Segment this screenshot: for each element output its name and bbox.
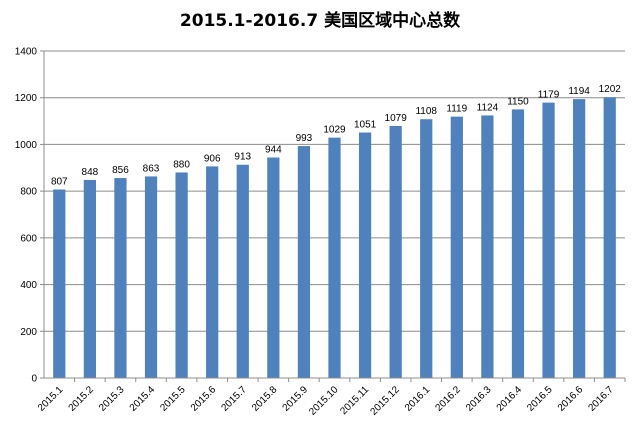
data-label: 863: [143, 163, 160, 174]
data-label: 906: [204, 153, 221, 164]
x-tick-label: 2016.5: [525, 384, 555, 414]
bar: [114, 178, 127, 378]
x-tick-label: 2015.7: [219, 384, 249, 414]
y-tick-label: 0: [31, 374, 37, 385]
x-tick-label: 2015.3: [97, 384, 127, 414]
data-label: 1150: [507, 96, 529, 107]
bar: [481, 115, 494, 379]
x-tick-label: 2015.1: [36, 384, 66, 414]
x-tick-label: 2015.8: [250, 384, 280, 414]
bar: [236, 164, 249, 378]
y-tick-label: 200: [20, 327, 37, 338]
y-tick-label: 1000: [15, 140, 38, 151]
bar: [206, 166, 219, 378]
y-tick-label: 800: [20, 187, 37, 198]
x-tick-label: 2015.6: [189, 384, 219, 414]
bar: [267, 157, 280, 378]
x-tick-label: 2015.4: [128, 384, 158, 414]
y-tick-label: 400: [20, 280, 37, 291]
x-tick-label: 2015.9: [281, 384, 311, 414]
data-label: 848: [82, 167, 99, 178]
data-label: 856: [112, 165, 129, 176]
bar: [297, 146, 311, 378]
bar: [420, 119, 433, 379]
bar: [603, 97, 616, 379]
x-tick-label: 2016.7: [586, 384, 616, 414]
chart-title: 2015.1-2016.7 美国区域中心总数: [179, 11, 461, 31]
x-tick-label: 2016.6: [556, 384, 586, 414]
data-label: 913: [234, 152, 251, 163]
x-tick-label: 2015.5: [158, 384, 188, 414]
bar: [328, 137, 341, 378]
data-label: 1079: [385, 113, 408, 124]
bar: [358, 132, 372, 378]
data-label: 944: [265, 145, 282, 156]
bar: [450, 116, 463, 378]
data-label: 1194: [568, 86, 590, 97]
data-label: 1051: [354, 120, 377, 131]
bar: [53, 189, 66, 378]
bar: [511, 109, 525, 379]
bar: [573, 99, 586, 378]
y-tick-label: 1400: [15, 47, 38, 58]
data-label: 1179: [538, 90, 560, 101]
bar: [144, 176, 158, 378]
data-label: 1202: [599, 84, 622, 95]
y-tick-label: 600: [20, 233, 37, 244]
bar: [175, 172, 188, 378]
data-label: 807: [51, 177, 68, 188]
data-label: 1124: [477, 102, 499, 113]
x-tick-label: 2015.12: [368, 384, 402, 418]
data-label: 880: [173, 159, 190, 170]
x-tick-label: 2015.11: [338, 384, 371, 417]
bar: [542, 102, 555, 378]
x-tick-label: 2015.2: [67, 384, 97, 414]
data-label: 1119: [446, 104, 467, 115]
data-label: 993: [296, 133, 313, 144]
y-tick-label: 1200: [15, 93, 38, 104]
data-label: 1108: [415, 106, 437, 117]
x-tick-label: 2016.4: [495, 384, 525, 414]
bar: [83, 179, 96, 378]
data-label: 1029: [323, 125, 346, 136]
x-tick-label: 2016.3: [464, 384, 494, 414]
x-tick-label: 2015.10: [307, 384, 341, 418]
x-tick-label: 2016.1: [403, 384, 433, 414]
x-tick-label: 2016.2: [434, 384, 464, 414]
bar: [389, 125, 402, 378]
